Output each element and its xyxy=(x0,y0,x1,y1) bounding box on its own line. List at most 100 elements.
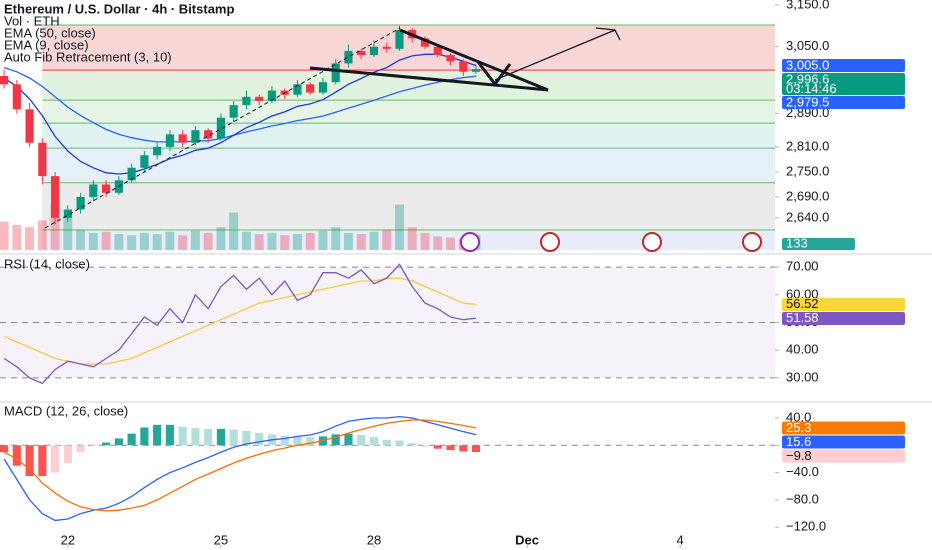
volume-bar xyxy=(178,235,188,250)
histogram-bar xyxy=(165,424,174,446)
y-tick-label: 2,750.0 xyxy=(786,163,829,178)
candle-body xyxy=(306,84,315,93)
volume-bar xyxy=(420,232,430,250)
histogram-bar xyxy=(51,445,60,473)
histogram-bar xyxy=(76,445,85,453)
price-label: 51.58 xyxy=(786,310,819,325)
fib-zone xyxy=(42,123,776,149)
histogram-bar xyxy=(446,445,455,451)
candle-body xyxy=(25,109,34,143)
price-label: 15.6 xyxy=(786,434,811,449)
histogram-bar xyxy=(382,439,391,446)
candle-body xyxy=(204,130,213,139)
volume-bar xyxy=(369,231,379,250)
volume-bar xyxy=(203,232,213,250)
histogram-bar xyxy=(204,428,213,446)
candle-body xyxy=(395,30,404,49)
volume-bar xyxy=(331,227,341,250)
histogram-bar xyxy=(420,445,430,447)
histogram-bar xyxy=(216,428,225,446)
ema-legend: EMA (50, close) xyxy=(4,25,96,40)
volume-bar xyxy=(50,204,60,250)
volume-bar xyxy=(395,204,404,250)
candle-body xyxy=(369,46,379,56)
y-tick-label: 40.00 xyxy=(786,342,819,357)
histogram-bar xyxy=(242,430,251,446)
series-line xyxy=(3,53,477,175)
candle-body xyxy=(382,46,391,49)
price-label: 25.3 xyxy=(786,420,811,435)
series-line xyxy=(3,415,477,522)
volume-bar xyxy=(241,231,251,250)
volume-bar xyxy=(12,225,22,250)
histogram-bar xyxy=(306,437,315,446)
series-line xyxy=(3,419,477,512)
price-label: 56.52 xyxy=(786,296,819,311)
price-label: −9.8 xyxy=(786,448,812,463)
fib-zone xyxy=(42,100,776,124)
candle-body xyxy=(242,96,251,106)
candle-body xyxy=(102,184,111,193)
y-tick-label: −40.0 xyxy=(786,464,819,479)
price-label: 3,005.0 xyxy=(786,57,829,72)
histogram-bar xyxy=(25,445,34,477)
price-label-box xyxy=(782,311,905,325)
candle-body xyxy=(38,142,47,177)
histogram-bar xyxy=(280,435,289,446)
histogram-bar xyxy=(12,445,21,466)
candle-body xyxy=(63,209,72,218)
y-tick-label: 3,050.0 xyxy=(786,38,829,53)
labels: Ethereum / U.S. Dollar · 4h · Bitstamp V… xyxy=(4,0,905,547)
volume-bar xyxy=(63,215,73,250)
volume-bar xyxy=(190,230,200,250)
histogram-bar xyxy=(102,442,111,446)
candle-body xyxy=(267,90,277,102)
y-tick-label: 40.0 xyxy=(786,409,811,424)
volume-label: 133 xyxy=(786,235,808,250)
volume-bar xyxy=(88,232,98,250)
fib-zone xyxy=(42,182,776,230)
histogram-bar xyxy=(89,445,98,446)
x-tick-label: 22 xyxy=(61,532,75,547)
histogram-bar xyxy=(369,437,379,446)
y-tick-label: 2,690.0 xyxy=(786,188,829,203)
volume-bar xyxy=(229,212,239,250)
macd-title: MACD (12, 26, close) xyxy=(4,403,128,418)
volume-bar xyxy=(407,227,417,250)
y-tick-label: 60.00 xyxy=(786,286,819,301)
y-tick-label: 30.00 xyxy=(786,369,819,384)
price-label-box xyxy=(782,297,905,311)
histogram-bar xyxy=(395,440,404,446)
volume-bar xyxy=(254,234,264,250)
volume-legend: Vol · ETH xyxy=(4,13,60,28)
x-tick-label: Dec xyxy=(515,532,539,547)
price-label-box xyxy=(782,73,905,96)
volume-bar xyxy=(433,236,443,250)
volume-bar xyxy=(267,232,277,250)
candle-body xyxy=(433,46,442,56)
y-tick-label: −80.0 xyxy=(786,491,819,506)
histogram-bar xyxy=(38,445,47,477)
histogram-bar xyxy=(153,424,162,446)
volume-bar xyxy=(356,234,366,250)
candle-body xyxy=(318,82,328,93)
volume-bar xyxy=(114,234,124,250)
histogram-bar xyxy=(127,433,136,446)
histogram-bar xyxy=(459,445,468,452)
candle-body xyxy=(420,38,430,47)
candle-body xyxy=(293,84,302,95)
candle-body xyxy=(446,55,455,62)
volume-bar xyxy=(382,229,392,250)
x-tick-label: 28 xyxy=(367,532,381,547)
y-tick-label: 2,640.0 xyxy=(786,209,829,224)
candle-body xyxy=(178,134,187,143)
volume-bar xyxy=(292,234,302,250)
y-tick-label: 2,810.0 xyxy=(786,138,829,153)
ema-legend: EMA (9, close) xyxy=(4,37,89,52)
symbol-title: Ethereum / U.S. Dollar · 4h · Bitstamp xyxy=(4,1,234,16)
volume-label-box xyxy=(782,238,855,250)
event-icon xyxy=(642,232,662,252)
y-tick-label: 3,150.0 xyxy=(786,0,829,11)
candle-body xyxy=(471,69,481,72)
